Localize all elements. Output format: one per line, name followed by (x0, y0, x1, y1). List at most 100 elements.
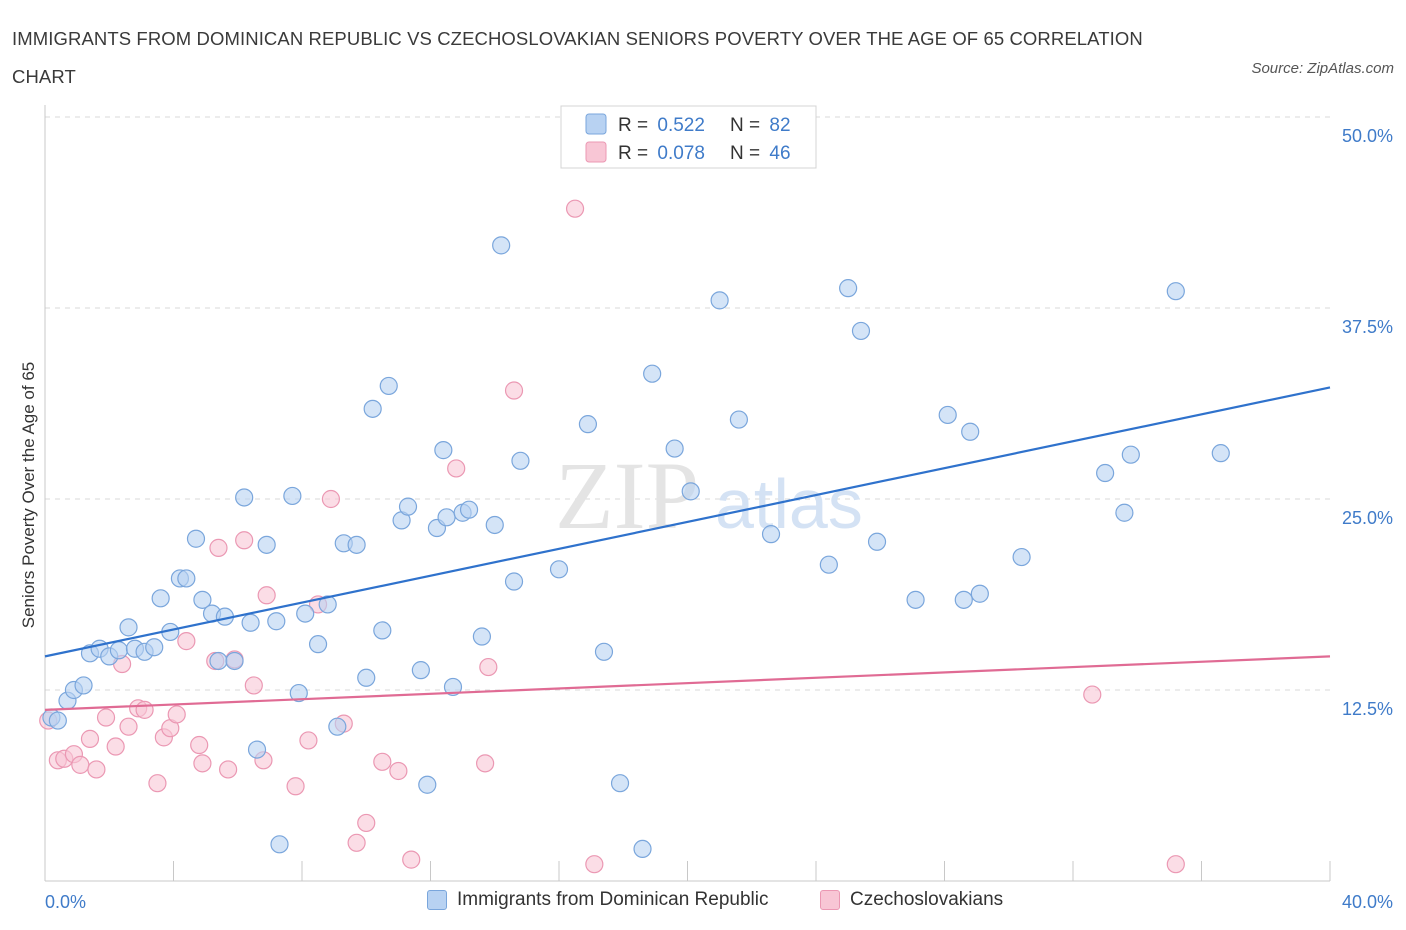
point-dominican-republic (257, 535, 276, 554)
point-dominican-republic (357, 668, 376, 687)
point-dominican-republic (633, 839, 652, 859)
point-dominican-republic (308, 635, 328, 654)
point-czechoslovakian (585, 855, 604, 874)
point-dominican-republic (504, 572, 524, 591)
y-tick-label: 50.0% (1342, 126, 1393, 146)
legend-label-dominican-republic: Immigrants from Dominican Republic (457, 889, 769, 910)
point-czechoslovakian (106, 737, 125, 756)
point-czechoslovakian (476, 754, 495, 773)
legend-n-value-blue: 82 (769, 115, 790, 136)
legend-bottom: Immigrants from Dominican Republic Czech… (0, 889, 1406, 915)
point-dominican-republic (225, 651, 244, 671)
point-dominican-republic (437, 508, 456, 527)
point-dominican-republic (839, 279, 858, 298)
series-dominican-republic (42, 236, 1230, 859)
point-dominican-republic (270, 835, 289, 854)
point-dominican-republic (418, 775, 437, 794)
point-dominican-republic (492, 236, 511, 255)
point-dominican-republic (373, 621, 392, 640)
legend-n-value-pink: 46 (769, 143, 790, 164)
point-czechoslovakian (235, 531, 254, 550)
legend-item-dominican-republic: Immigrants from Dominican Republic (427, 889, 769, 911)
point-czechoslovakian (190, 735, 209, 755)
x-tick-label: 0.0% (45, 892, 86, 912)
point-dominican-republic (289, 683, 308, 703)
y-tick-label: 37.5% (1342, 317, 1393, 337)
point-czechoslovakian (402, 850, 421, 869)
axes (44, 105, 1331, 882)
point-dominican-republic (186, 529, 206, 548)
point-dominican-republic (241, 613, 260, 632)
point-dominican-republic (177, 569, 196, 588)
legend-r-value-pink: 0.078 (657, 143, 705, 164)
point-czechoslovakian (447, 459, 466, 478)
point-dominican-republic (665, 439, 684, 458)
chart-title: IMMIGRANTS FROM DOMINICAN REPUBLIC VS CZ… (12, 28, 1143, 87)
point-dominican-republic (906, 590, 925, 609)
legend-swatch-czechoslovakians (820, 890, 840, 910)
point-dominican-republic (379, 376, 398, 396)
point-dominican-republic (74, 676, 93, 695)
point-dominican-republic (109, 641, 128, 660)
point-dominican-republic (443, 677, 463, 697)
y-tick-label: 12.5% (1342, 699, 1393, 719)
point-dominican-republic (247, 740, 267, 759)
point-dominican-republic (328, 717, 347, 736)
point-dominican-republic (961, 422, 980, 441)
watermark-atlas: atlas (715, 465, 863, 543)
point-dominican-republic (954, 590, 973, 609)
svg-text:R = 0.078: R = 0.078 (618, 143, 705, 164)
point-dominican-republic (594, 642, 614, 661)
svg-text:N = 82: N = 82 (730, 115, 791, 136)
point-dominican-republic (151, 589, 170, 608)
point-czechoslovakian (1166, 855, 1185, 874)
point-dominican-republic (145, 638, 164, 657)
point-czechoslovakian (148, 774, 167, 793)
y-tick-label: 25.0% (1342, 508, 1393, 528)
point-czechoslovakian (257, 586, 276, 605)
point-dominican-republic (235, 488, 254, 507)
point-dominican-republic (411, 661, 430, 680)
point-dominican-republic (472, 627, 491, 646)
point-czechoslovakian (244, 676, 263, 695)
point-dominican-republic (318, 595, 337, 614)
point-dominican-republic (1121, 445, 1140, 464)
y-axis-label: Seniors Poverty Over the Age of 65 (19, 362, 38, 628)
watermark-zip: ZIP (555, 442, 699, 549)
point-dominican-republic (643, 364, 662, 383)
point-dominican-republic (819, 555, 838, 574)
point-dominican-republic (48, 711, 67, 730)
point-dominican-republic (938, 405, 957, 425)
point-dominican-republic (267, 612, 286, 631)
point-dominican-republic (761, 525, 781, 544)
point-czechoslovakian (1083, 685, 1102, 704)
legend-n-label-pink: N = (730, 143, 765, 164)
legend-top: R = 0.522 N = 82 R = 0.078 N = 46 (560, 105, 817, 169)
point-dominican-republic (119, 618, 138, 637)
point-dominican-republic (209, 651, 228, 671)
legend-swatch-pink (585, 141, 607, 163)
legend-swatch-dominican-republic (427, 890, 447, 910)
source-label: Source: ZipAtlas.com (1251, 60, 1394, 77)
point-dominican-republic (851, 321, 871, 341)
x-tick-label: 40.0% (1342, 892, 1393, 912)
point-czechoslovakian (167, 705, 186, 724)
point-czechoslovakian (209, 538, 228, 557)
legend-r-label-pink: R = (618, 143, 653, 164)
point-czechoslovakian (479, 657, 498, 677)
point-dominican-republic (511, 451, 530, 470)
point-dominican-republic (549, 560, 569, 579)
point-czechoslovakian (321, 489, 341, 509)
point-czechoslovakian (135, 700, 154, 719)
point-dominican-republic (578, 415, 598, 434)
point-czechoslovakian (71, 755, 90, 774)
point-czechoslovakian (347, 833, 366, 852)
point-dominican-republic (610, 774, 630, 793)
point-czechoslovakian (373, 752, 392, 771)
legend-item-czechoslovakians: Czechoslovakians (820, 889, 1003, 911)
point-czechoslovakian (565, 199, 585, 218)
point-dominican-republic (459, 500, 479, 519)
point-dominican-republic (434, 441, 453, 460)
svg-text:R = 0.522: R = 0.522 (618, 115, 705, 136)
